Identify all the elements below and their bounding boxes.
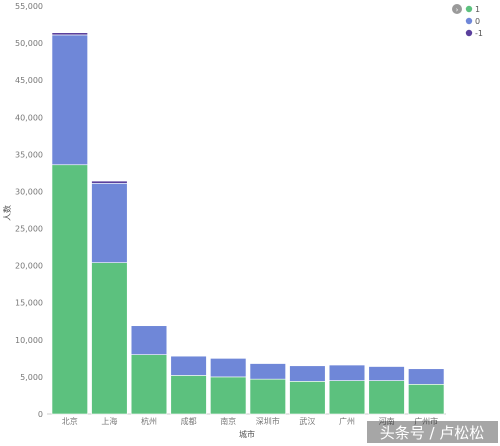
legend-label: 1	[475, 5, 480, 14]
bar-segment[interactable]	[368, 380, 405, 415]
bar-segment[interactable]	[210, 358, 247, 378]
bar-segment[interactable]	[249, 378, 286, 415]
y-tick-label: 40,000	[15, 113, 43, 122]
bar-segment[interactable]	[51, 34, 88, 166]
legend-item[interactable]: 0	[465, 17, 480, 26]
y-tick-label: 5,000	[20, 373, 43, 382]
bar-segment[interactable]	[408, 368, 445, 385]
legend-item[interactable]: -1	[465, 29, 483, 38]
y-tick-label: 0	[38, 410, 43, 419]
bar-segment[interactable]	[328, 380, 366, 415]
y-tick-label: 20,000	[15, 262, 43, 271]
x-tick-label: 广州市	[414, 416, 438, 426]
legend-label: -1	[475, 29, 483, 38]
legend-toggle-button[interactable]: ›	[452, 4, 462, 14]
bar-segment[interactable]	[170, 355, 207, 376]
x-tick-label: 北京	[62, 416, 78, 426]
y-tick-label: 30,000	[15, 187, 43, 196]
x-tick-label: 深圳市	[256, 416, 280, 426]
bar-segment[interactable]	[91, 182, 128, 263]
bar-segment[interactable]	[130, 354, 168, 415]
bar-segment[interactable]	[51, 164, 88, 415]
svg-text:›: ›	[456, 6, 459, 14]
legend-marker	[465, 17, 473, 25]
y-tick-label: 10,000	[15, 336, 43, 345]
y-axis-ticks: 0 5,000 10,000 15,000 20,000 25,000 30,000 35,0…	[15, 2, 43, 419]
bar-segment[interactable]	[170, 375, 207, 415]
y-tick-label: 25,000	[15, 225, 43, 234]
y-tick-label: 50,000	[15, 39, 43, 48]
y-tick-label: 55,000	[15, 2, 43, 11]
bar-segment[interactable]	[289, 381, 326, 415]
bar-segment[interactable]	[249, 363, 286, 380]
x-tick-label: 上海	[101, 416, 117, 426]
legend-item[interactable]: 1	[465, 5, 480, 14]
y-tick-label: 35,000	[15, 150, 43, 159]
x-tick-label: 河南	[379, 416, 395, 426]
bar-segment[interactable]	[130, 325, 168, 355]
bar-segment[interactable]	[51, 32, 88, 36]
y-axis-title: 人数	[2, 205, 12, 221]
x-axis-title: 城市	[239, 429, 255, 439]
legend-marker	[465, 5, 473, 13]
bar-segment[interactable]	[328, 364, 366, 381]
bar-segment[interactable]	[408, 384, 445, 415]
bar-segment[interactable]	[210, 376, 247, 415]
x-tick-label: 成都	[181, 416, 197, 426]
y-tick-label: 15,000	[15, 299, 43, 308]
watermark-backdrop	[367, 421, 498, 443]
legend-label: 0	[475, 17, 480, 26]
bar-segment[interactable]	[368, 366, 405, 381]
watermark: 头条号 / 卢松松	[380, 424, 485, 442]
legend: 1 0 -1	[465, 5, 483, 38]
bar-segment[interactable]	[91, 262, 128, 415]
y-tick-label: 45,000	[15, 76, 43, 85]
bar-segment[interactable]	[91, 180, 128, 184]
bars-group	[51, 32, 445, 415]
x-tick-label: 杭州	[141, 416, 157, 426]
x-tick-label: 南京	[220, 416, 236, 426]
bar-segment[interactable]	[289, 365, 326, 382]
legend-marker	[465, 29, 473, 37]
x-tick-label: 武汉	[299, 416, 315, 426]
x-axis-ticks: 北京 上海 杭州 成都 南京 深圳市 武汉 广州 河南 广州市	[62, 416, 438, 426]
x-tick-label: 广州	[339, 416, 355, 426]
